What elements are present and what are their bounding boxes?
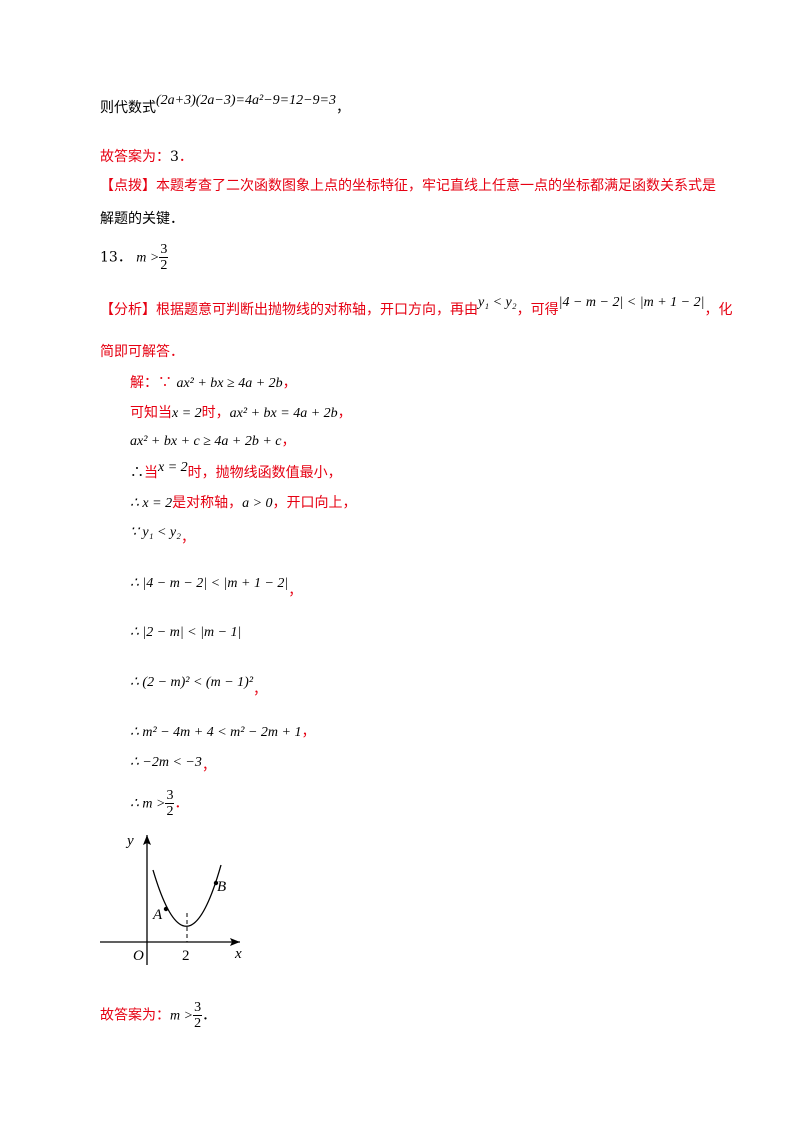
- line: 故答案为：m >3 2 ．: [100, 1000, 216, 1031]
- math: m >: [170, 1008, 194, 1024]
- math: ∴ x = 2: [130, 496, 173, 511]
- line: ∵ y₁ < y₂，: [130, 522, 196, 546]
- line: ∴ |2 − m| < |m − 1|: [130, 622, 241, 643]
- math: ∴ |2 − m| < |m − 1|: [130, 625, 242, 640]
- text: 解：∵: [130, 375, 177, 391]
- text: ，开口向上，: [272, 495, 357, 511]
- math: ∴ |4 − m − 2| < |m + 1 − 2|: [130, 576, 289, 591]
- denominator: 2: [160, 258, 168, 273]
- text: ．: [174, 795, 189, 812]
- line: 可知当x = 2时，ax² + bx = 4a + 2b，: [130, 403, 352, 424]
- line: 则代数式(2a+3)(2a−3)=4a²−9=12−9=3，: [100, 93, 350, 119]
- line: ∴ −2m < −3，: [130, 752, 216, 774]
- line: 解：∵ ax² + bx ≥ 4a + 2b，: [130, 373, 297, 394]
- text: ，: [281, 433, 296, 449]
- line: ax² + bx + c ≥ 4a + 2b + c，: [130, 431, 296, 452]
- axis-label: y: [125, 833, 134, 849]
- math: ∴ m >: [130, 796, 166, 812]
- numerator: 3: [165, 788, 175, 804]
- math: ax² + bx ≥ 4a + 2b: [176, 376, 283, 391]
- text: ，可得: [516, 302, 559, 318]
- text: 时，: [201, 405, 230, 421]
- text: ，: [282, 375, 297, 391]
- text: 故答案为：: [100, 149, 170, 165]
- math: a > 0: [242, 496, 273, 511]
- text: 可知当: [130, 405, 172, 421]
- math: ∴ −2m < −3: [130, 755, 202, 770]
- arrow: [143, 835, 151, 845]
- math: x = 2: [158, 460, 188, 475]
- math: |4 − m − 2| < |m + 1 − 2|: [558, 295, 705, 310]
- line: ∴ (2 − m)² < (m − 1)²，: [130, 672, 267, 698]
- line: ∴当x = 2时，抛物线函数值最小，: [130, 460, 342, 484]
- point: [213, 880, 219, 886]
- text: 简即可解答．: [100, 344, 184, 360]
- text: ，化: [704, 302, 733, 318]
- point: [163, 906, 169, 912]
- line: ∴ m² − 4m + 4 < m² − 2m + 1，: [130, 722, 315, 743]
- tick-label: 2: [182, 948, 190, 964]
- text: 时，抛物线函数值最小，: [187, 465, 342, 481]
- origin-label: O: [133, 948, 144, 964]
- point-label: B: [217, 879, 226, 895]
- math: ax² + bx + c ≥ 4a + 2b + c: [130, 434, 282, 449]
- line: 解题的关键．: [100, 209, 184, 229]
- denominator: 2: [166, 804, 174, 819]
- text: ．: [178, 149, 193, 165]
- text: 【点拨】本题考查了二次函数图象上点的坐标特征，牢记直线上任意一点的坐标都满足函数…: [100, 178, 716, 194]
- axis-label: x: [234, 946, 242, 962]
- numerator: 3: [159, 242, 169, 258]
- text: 则代数式: [100, 100, 156, 116]
- denominator: 2: [194, 1016, 202, 1031]
- text: 13．: [100, 249, 132, 266]
- math: ∴ m² − 4m + 4 < m² − 2m + 1: [130, 725, 302, 740]
- line: ∴ x = 2是对称轴，a > 0，开口向上，: [130, 493, 357, 514]
- parabola: [152, 864, 222, 927]
- text: ，: [181, 530, 196, 546]
- text: ，: [337, 405, 352, 421]
- text: ，: [201, 758, 216, 774]
- line: 故答案为：3．: [100, 147, 193, 167]
- math: ax² + bx = 4a + 2b: [229, 406, 338, 421]
- numerator: 3: [193, 1000, 203, 1016]
- text: ，: [335, 100, 350, 116]
- line: ∴ |4 − m − 2| < |m + 1 − 2|，: [130, 573, 302, 599]
- line: 简即可解答．: [100, 342, 184, 362]
- math: ∵ y₁ < y₂: [130, 525, 182, 540]
- text: ．: [202, 1007, 217, 1024]
- text: ，: [288, 583, 303, 599]
- text: 当: [144, 465, 158, 481]
- math: (2a+3)(2a−3)=4a²−9=12−9=3: [156, 93, 336, 108]
- text: ∴: [130, 465, 144, 481]
- text: ，: [253, 682, 268, 698]
- text: 故答案为：: [100, 1007, 170, 1024]
- line: 【分析】根据题意可判断出抛物线的对称轴，开口方向，再由y₁ < y₂，可得|4 …: [100, 295, 733, 321]
- parabola-figure: y x O 2 A B: [100, 833, 242, 965]
- text: ，: [301, 724, 316, 740]
- line: ∴ m >3 2 ．: [130, 788, 188, 819]
- text: 3: [170, 149, 179, 165]
- text: 解题的关键．: [100, 211, 184, 227]
- text: 【分析】根据题意可判断出抛物线的对称轴，开口方向，再由: [100, 302, 478, 318]
- arrow: [230, 938, 240, 946]
- text: 是对称轴，: [172, 495, 243, 511]
- math: m >: [136, 250, 160, 266]
- math: ∴ (2 − m)² < (m − 1)²: [130, 675, 254, 690]
- line: 13． m >3 2: [100, 242, 169, 273]
- math: y₁ < y₂: [478, 295, 517, 310]
- point-label: A: [152, 907, 163, 923]
- math: x = 2: [172, 406, 202, 421]
- line: 【点拨】本题考查了二次函数图象上点的坐标特征，牢记直线上任意一点的坐标都满足函数…: [100, 176, 716, 196]
